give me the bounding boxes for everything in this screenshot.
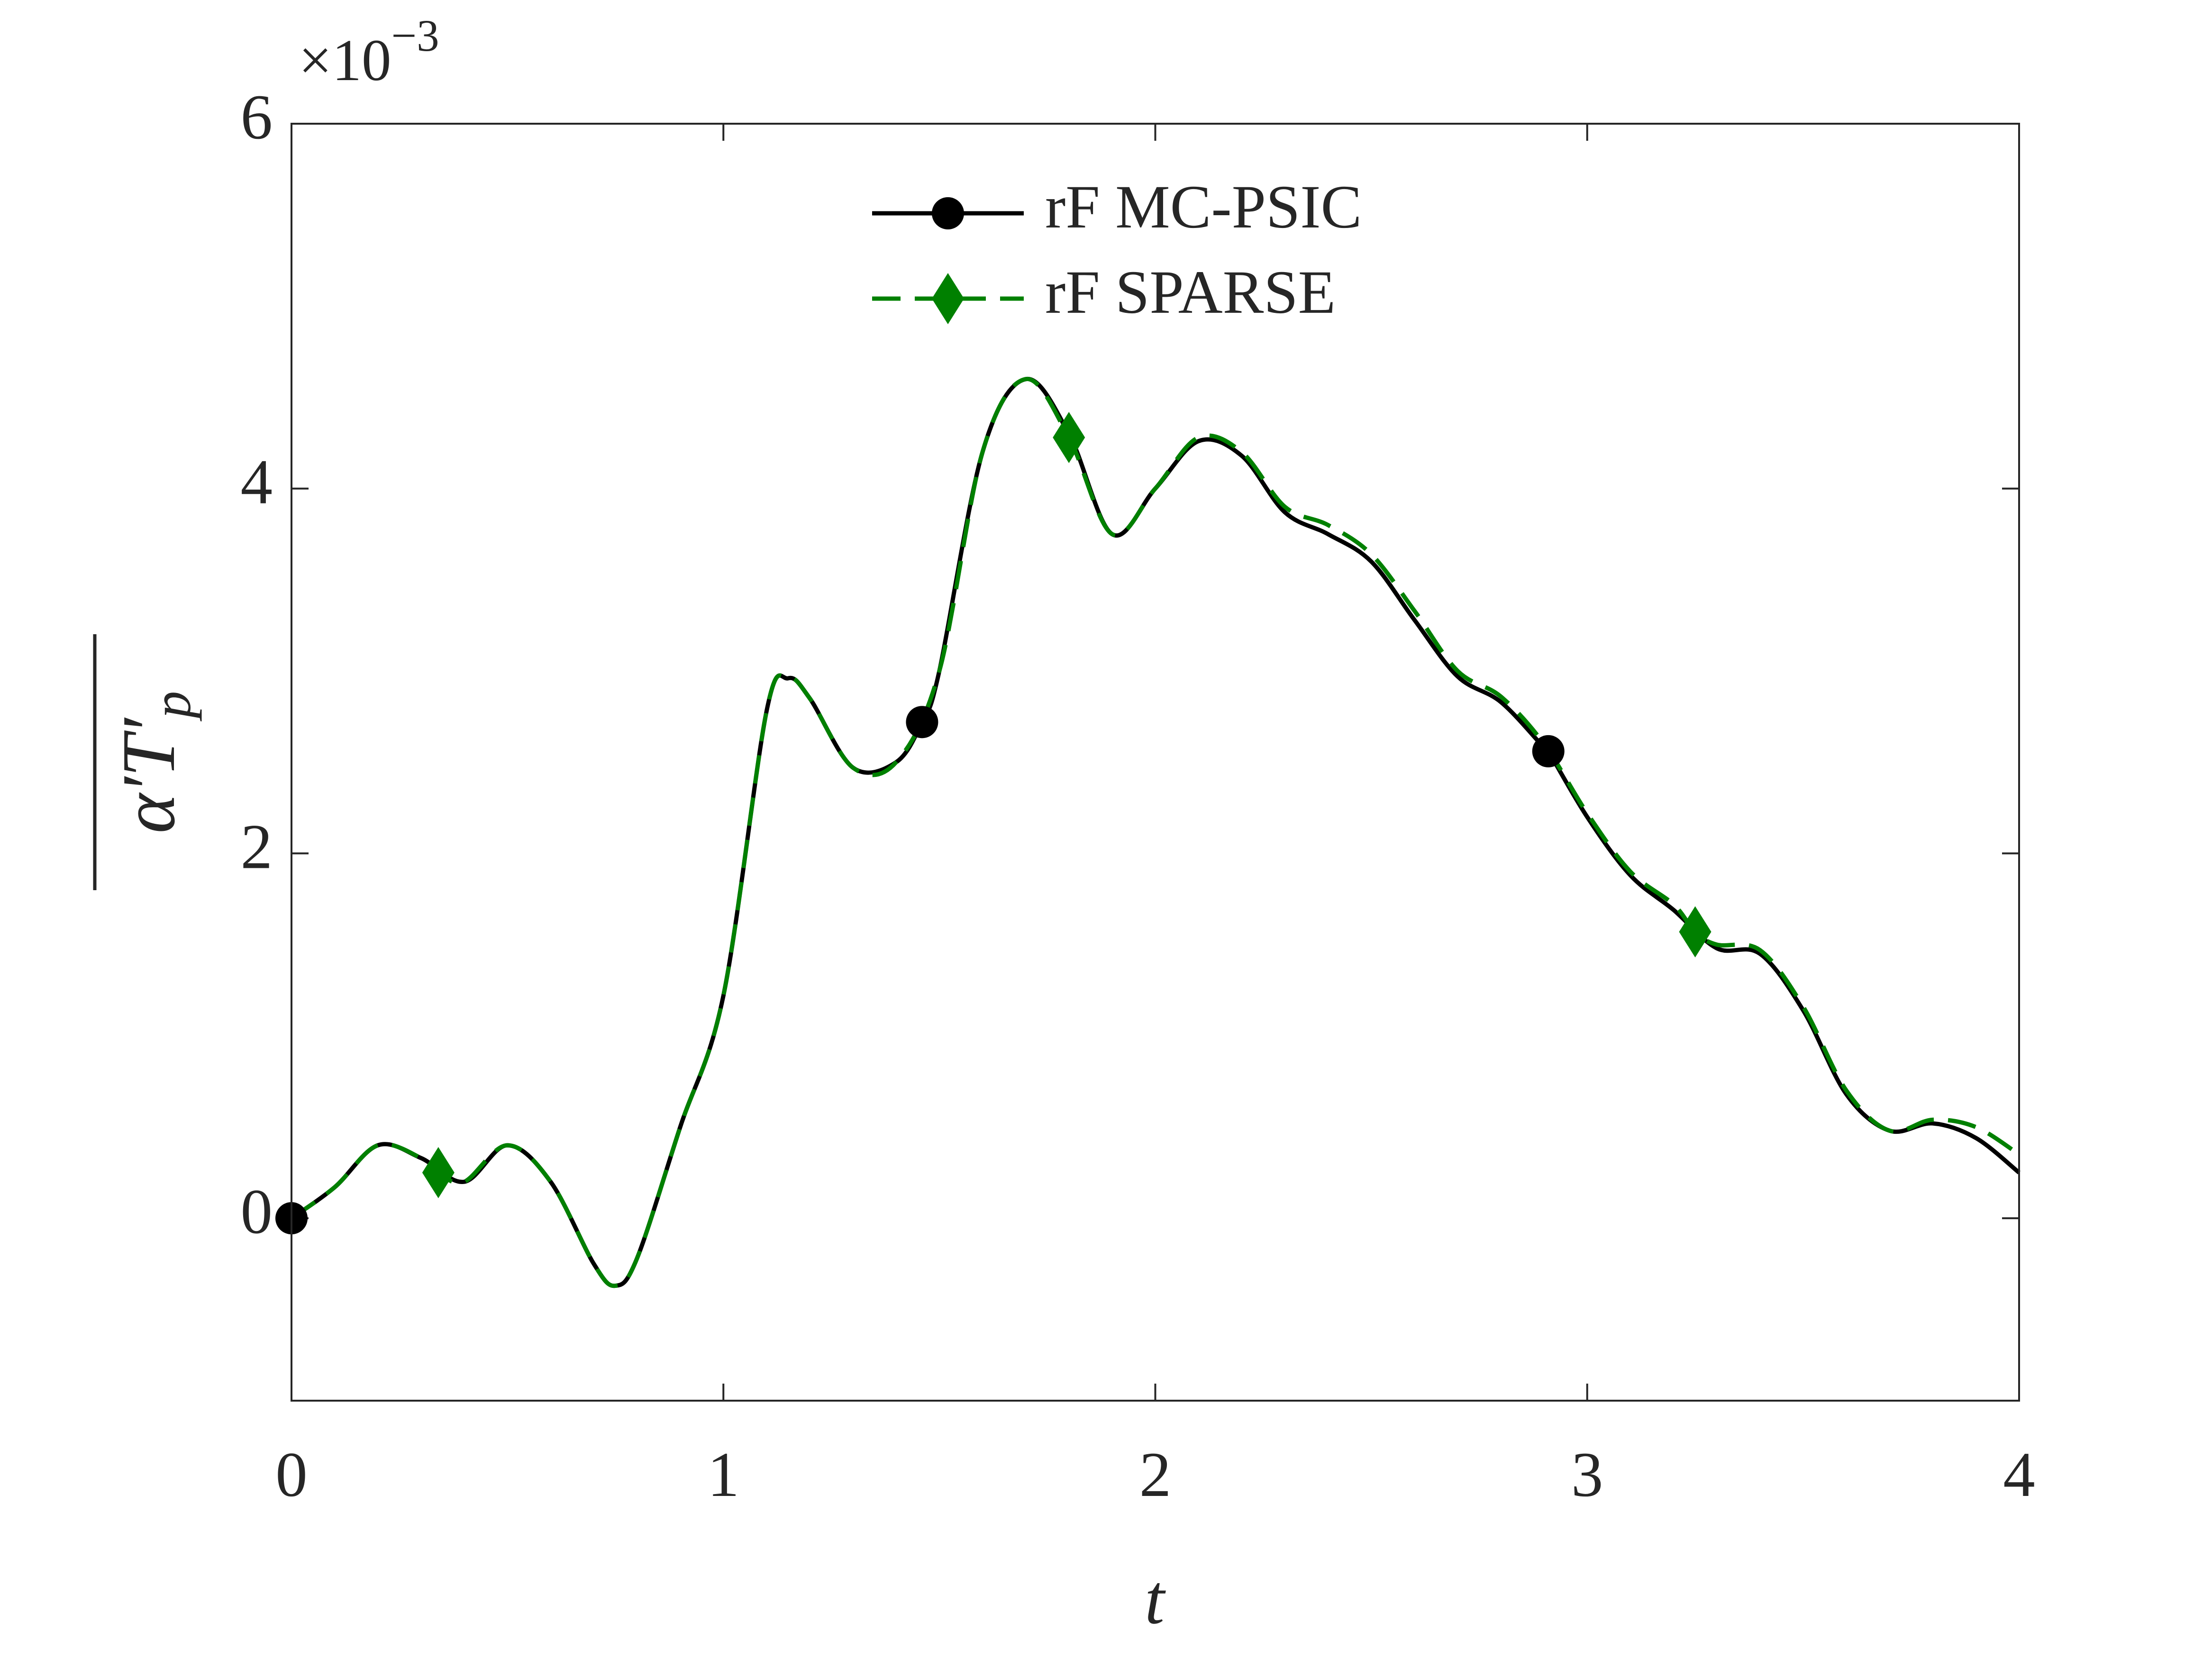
multiplier-base: ×10 [299, 28, 391, 93]
marker [1679, 906, 1711, 957]
axes-box [291, 123, 2020, 1402]
x-axis-label: t [1145, 1560, 1166, 1639]
marker [422, 1147, 455, 1198]
x-tick-label: 3 [1571, 1440, 1603, 1510]
y-label-sub: p [142, 691, 202, 722]
y-label-main: α′T′ [106, 717, 191, 833]
marker [1532, 735, 1565, 767]
marker [1053, 411, 1085, 463]
y-axis-label: α′T′p [106, 691, 202, 833]
y-tick-label: 2 [241, 811, 273, 882]
x-tick-label: 4 [2003, 1440, 2035, 1510]
x-tick-label: 2 [1139, 1440, 1172, 1510]
axis-multiplier: ×10−3 [299, 10, 439, 93]
legend-label: rF SPARSE [1045, 258, 1336, 327]
marker [932, 273, 964, 324]
marker [932, 197, 964, 229]
y-tick-label: 0 [241, 1176, 273, 1247]
legend-label: rF MC-PSIC [1045, 173, 1362, 241]
x-tick-label: 1 [708, 1440, 740, 1510]
x-tick-label: 0 [275, 1440, 308, 1510]
y-axis-label-group: α′T′p [93, 634, 202, 890]
y-tick-label: 6 [241, 82, 273, 153]
multiplier-exponent: −3 [391, 10, 439, 61]
y-tick-label: 4 [241, 447, 273, 518]
marker [906, 706, 938, 738]
